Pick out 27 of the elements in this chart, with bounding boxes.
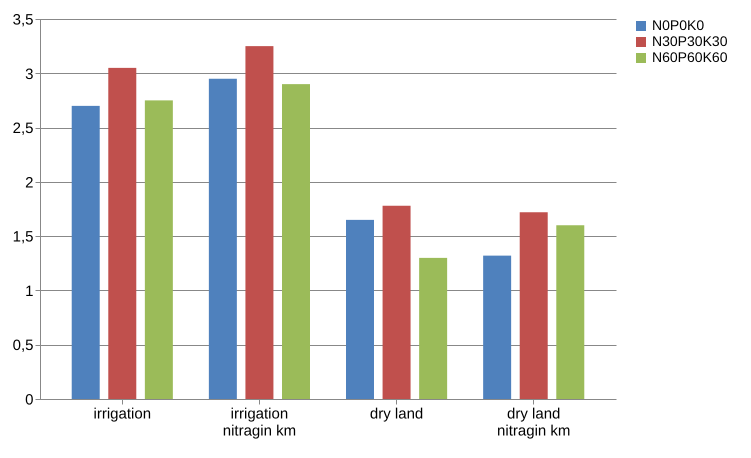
y-tick-label: 2 <box>25 174 34 192</box>
bar <box>382 206 411 399</box>
bar <box>245 46 274 399</box>
bar <box>483 256 512 399</box>
bar <box>72 106 100 399</box>
bar <box>419 258 448 399</box>
y-tick-label: 0,5 <box>12 337 34 354</box>
x-tick-label: dry land <box>370 406 424 422</box>
y-tick-label: 1,5 <box>12 228 34 246</box>
bar <box>346 220 374 399</box>
bar <box>208 78 237 399</box>
legend-label: N0P0K0 <box>652 17 704 33</box>
bar <box>556 225 584 399</box>
x-tick-label: irrigation nitragin km <box>222 406 296 440</box>
y-tick-label: 3 <box>25 66 34 83</box>
y-tick-label: 0 <box>25 392 34 408</box>
bar <box>108 68 136 399</box>
y-tick-label: 2,5 <box>12 120 34 138</box>
legend-label: N60P60K60 <box>652 49 728 65</box>
bar <box>282 84 310 399</box>
x-tick-label: dry land nitragin km <box>497 406 570 440</box>
bar <box>520 212 548 399</box>
x-tick-label: irrigation <box>94 406 152 422</box>
y-tick-label: 3,5 <box>12 12 34 28</box>
legend-label: N30P30K30 <box>652 33 728 49</box>
bar <box>144 100 173 399</box>
y-tick-label: 1 <box>25 282 34 300</box>
